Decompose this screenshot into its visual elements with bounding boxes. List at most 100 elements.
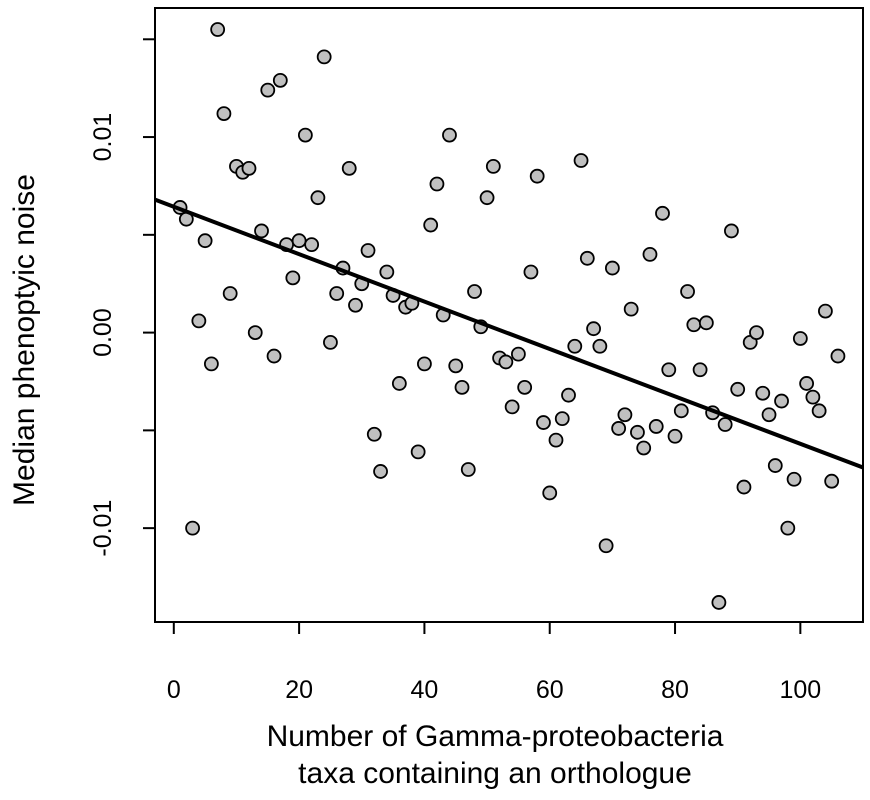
x-tick-label: 100 — [779, 676, 821, 704]
x-tick-label: 80 — [661, 676, 689, 704]
data-point — [818, 303, 833, 319]
data-point — [554, 411, 570, 427]
data-point — [285, 270, 301, 286]
data-point — [247, 325, 263, 340]
data-point — [561, 387, 576, 403]
data-point — [210, 22, 226, 37]
data-point — [755, 385, 771, 401]
data-point — [185, 520, 200, 536]
data-point — [360, 243, 376, 258]
plot-frame — [154, 7, 864, 623]
data-point — [623, 301, 639, 317]
data-point — [203, 356, 219, 372]
data-point — [323, 334, 338, 350]
data-point — [467, 284, 482, 299]
data-point — [291, 233, 307, 249]
data-point — [304, 237, 320, 253]
x-axis-title-line-2: taxa containing an orthologue — [298, 757, 692, 790]
data-point — [648, 419, 664, 434]
y-axis: -0.01 0.00 0.01 — [89, 38, 155, 557]
data-point — [498, 354, 514, 370]
data-point — [429, 176, 445, 192]
data-point — [297, 127, 313, 143]
data-point — [630, 424, 645, 440]
data-point — [611, 421, 627, 436]
data-point — [504, 399, 520, 415]
data-point — [216, 106, 232, 121]
data-point — [655, 205, 670, 221]
y-axis-title: Median phenoptyic noise — [8, 174, 41, 506]
data-point — [598, 538, 614, 554]
data-point — [667, 428, 683, 444]
data-point — [767, 458, 783, 473]
data-point — [442, 127, 457, 143]
data-point — [542, 485, 558, 501]
data-points — [172, 22, 846, 610]
data-point — [329, 286, 345, 301]
data-point — [423, 217, 439, 233]
data-point — [592, 338, 608, 354]
data-point — [736, 479, 752, 495]
data-point — [197, 233, 213, 249]
data-point — [792, 331, 808, 346]
data-point — [272, 72, 288, 88]
data-point — [460, 462, 476, 477]
data-point — [529, 168, 545, 184]
data-point — [517, 379, 533, 395]
data-point — [254, 223, 269, 239]
data-point — [573, 153, 589, 168]
data-point — [536, 415, 551, 430]
data-point — [724, 223, 739, 239]
y-tick-label: -0.01 — [89, 500, 117, 557]
data-point — [510, 346, 526, 362]
data-point — [341, 160, 357, 176]
x-axis-title-line-1: Number of Gamma-proteobacteria — [267, 720, 724, 753]
data-point — [391, 376, 407, 391]
data-point — [711, 595, 727, 610]
data-point — [824, 473, 840, 489]
data-point — [579, 250, 595, 266]
data-point — [805, 389, 821, 405]
data-point — [636, 440, 652, 456]
data-point — [417, 356, 432, 372]
fit-line-group — [154, 197, 864, 470]
data-point — [548, 432, 564, 448]
x-tick-label: 0 — [167, 676, 181, 704]
x-tick-label: 40 — [411, 676, 439, 704]
data-point — [567, 338, 583, 354]
data-point — [730, 381, 746, 397]
data-point — [479, 190, 495, 206]
data-point — [604, 260, 620, 276]
data-point — [780, 520, 796, 536]
data-point — [686, 317, 702, 333]
data-point — [454, 379, 470, 395]
data-point — [260, 82, 276, 98]
data-point — [448, 358, 464, 374]
data-point — [485, 158, 501, 174]
data-point — [241, 160, 257, 176]
data-point — [266, 348, 282, 364]
data-point — [586, 321, 601, 337]
data-point — [310, 190, 326, 206]
regression-line — [154, 197, 864, 470]
data-point — [366, 426, 382, 442]
data-point — [673, 403, 689, 419]
data-point — [316, 49, 332, 65]
data-point — [811, 403, 827, 419]
data-point — [717, 417, 733, 432]
data-point — [692, 362, 708, 378]
x-tick-label: 20 — [285, 676, 313, 704]
data-point — [661, 362, 677, 378]
data-point — [191, 313, 207, 329]
data-point — [373, 464, 388, 479]
data-point — [348, 297, 363, 313]
data-point — [786, 471, 802, 487]
data-point — [774, 393, 789, 409]
data-point — [698, 315, 714, 331]
data-point — [749, 325, 764, 340]
data-point — [642, 246, 658, 262]
data-point — [680, 284, 695, 299]
data-point — [799, 376, 815, 391]
data-point — [830, 348, 846, 364]
